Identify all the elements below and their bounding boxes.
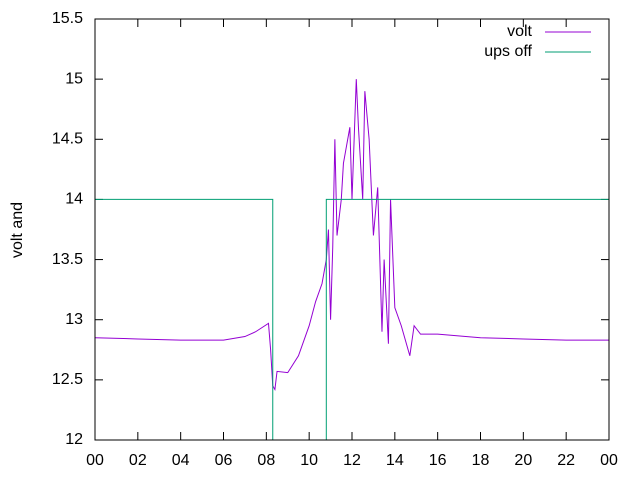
y-axis-label: volt and: [9, 202, 26, 258]
series-line: [95, 198, 609, 441]
x-tick-label: 10: [300, 452, 318, 469]
plot-border: [94, 18, 610, 441]
y-tick-label: 13: [65, 311, 83, 328]
y-tick-label: 12: [65, 431, 83, 448]
x-tick-label: 20: [514, 452, 532, 469]
x-tick-label: 14: [386, 452, 404, 469]
x-tick-label: 02: [129, 452, 147, 469]
legend-label: volt: [507, 23, 532, 40]
y-tick-label: 15: [65, 70, 83, 87]
x-tick-label: 16: [429, 452, 447, 469]
x-tick-label: 00: [86, 452, 104, 469]
y-tick-label: 14.5: [52, 131, 83, 148]
x-tick-label: 12: [343, 452, 361, 469]
x-tick-label: 04: [172, 452, 190, 469]
x-tick-label: 22: [557, 452, 575, 469]
x-tick-label: 06: [215, 452, 233, 469]
y-tick-label: 12.5: [52, 371, 83, 388]
x-tick-label: 18: [472, 452, 490, 469]
y-tick-label: 14: [65, 191, 83, 208]
x-tick-label: 08: [257, 452, 275, 469]
legend-label: ups off: [484, 43, 532, 60]
series-line: [94, 79, 609, 392]
y-tick-label: 13.5: [52, 251, 83, 268]
x-tick-label: 00: [600, 452, 618, 469]
y-tick-label: 15.5: [52, 10, 83, 27]
